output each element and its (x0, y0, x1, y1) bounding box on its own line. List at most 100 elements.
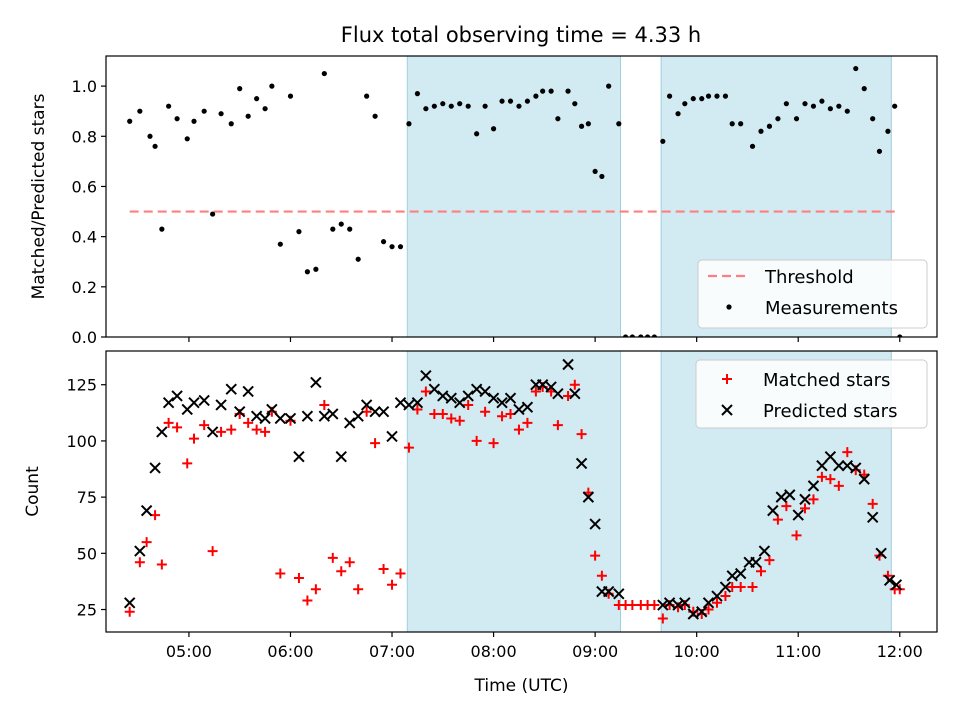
measurement-point (218, 111, 224, 117)
measurement-point (585, 121, 591, 127)
predicted-star-point (883, 574, 896, 587)
predicted-star-point (513, 403, 525, 416)
measurement-point (440, 101, 446, 107)
measurement-point (516, 103, 522, 109)
matched-star-point (799, 503, 810, 514)
measurement-point (277, 241, 283, 247)
matched-star-point (395, 568, 406, 579)
matched-star-point (497, 411, 508, 422)
matched-star-point (344, 557, 355, 568)
predicted-star-point (792, 509, 804, 521)
measurement-point (766, 123, 773, 129)
matched-star-point (182, 458, 193, 469)
matched-star-point (816, 471, 827, 482)
matched-star-point (336, 566, 347, 577)
matched-star-point (808, 494, 819, 505)
legend-matched-swatch (722, 374, 732, 384)
matched-star-point (124, 606, 135, 617)
predicted-star-point (696, 606, 708, 618)
matched-star-point (172, 422, 183, 433)
measurement-point (885, 128, 891, 134)
measurement-point (876, 148, 883, 154)
matched-star-point (226, 424, 237, 435)
measurement-point (287, 93, 294, 99)
matched-star-point (764, 555, 775, 566)
matched-star-point (141, 537, 152, 548)
predicted-star-point (841, 459, 854, 472)
matched-star-point (772, 514, 783, 525)
y-tick-label: 25 (77, 601, 97, 620)
matched-star-point (260, 426, 271, 437)
measurement-point (210, 211, 216, 217)
matched-star-point (207, 546, 218, 557)
measurement-point (592, 168, 598, 175)
predicted-star-point (521, 401, 534, 413)
y-axis-label: Matched/Predicted stars (29, 93, 49, 299)
predicted-star-point (454, 396, 466, 409)
measurement-point (159, 226, 165, 232)
measurement-point (783, 101, 789, 107)
matched-star-point (134, 557, 145, 568)
measurement-point (616, 121, 622, 127)
matched-star-point (454, 415, 465, 426)
measurement-point (629, 334, 635, 337)
measurement-point (802, 101, 808, 107)
predicted-star-point (824, 450, 837, 463)
measurement-point (499, 98, 505, 104)
matched-star-point (370, 438, 381, 449)
matched-star-point (627, 600, 638, 611)
y-tick-label: 0.8 (72, 127, 97, 146)
measurement-point (660, 138, 666, 144)
measurement-point (127, 118, 133, 124)
measurement-point (380, 239, 387, 245)
predicted-star-point (225, 383, 237, 395)
x-tick-label: 08:00 (471, 642, 517, 661)
matched-star-point (420, 386, 431, 397)
x-tick-label: 09:00 (572, 642, 618, 661)
measurement-point (147, 133, 153, 139)
predicted-star-point (386, 430, 398, 443)
x-tick-label: 10:00 (674, 642, 720, 661)
matched-star-point (275, 568, 286, 579)
predicted-star-point (672, 599, 684, 611)
y-tick-label: 0.6 (72, 177, 97, 196)
measurement-point (423, 106, 429, 112)
predicted-star-point (775, 491, 788, 503)
matched-star-point (387, 579, 398, 590)
legend-box (695, 359, 928, 429)
measurement-point (666, 93, 673, 99)
matched-star-point (720, 591, 731, 602)
y-tick-label: 100 (66, 432, 97, 451)
predicted-star-point (162, 396, 175, 409)
measurement-point (555, 116, 561, 122)
measurement-point (819, 98, 825, 104)
measurement-point (729, 121, 735, 127)
matched-star-point (727, 582, 738, 593)
measurement-point (166, 103, 172, 109)
matched-star-point (590, 550, 601, 561)
matched-star-point (781, 501, 792, 512)
measurement-point (201, 108, 207, 114)
x-tick-label: 06:00 (267, 642, 313, 661)
measurement-point (870, 116, 876, 122)
predicted-star-point (496, 396, 508, 409)
predicted-star-point (807, 480, 820, 492)
predicted-star-point (369, 405, 381, 418)
predicted-star-point (411, 396, 424, 409)
measurement-point (507, 98, 514, 104)
measurement-point (269, 83, 275, 89)
predicted-star-point (734, 567, 747, 580)
matched-star-point (480, 406, 491, 417)
predicted-star-point (582, 491, 595, 503)
predicted-star-point (816, 459, 828, 472)
measurement-point (406, 121, 412, 127)
y-tick-label: 125 (66, 376, 97, 395)
predicted-star-point (206, 426, 219, 438)
measurement-point (448, 103, 454, 109)
predicted-star-point (428, 383, 441, 395)
legend: Matched stars Predicted stars (695, 359, 928, 429)
matched-star-point (199, 420, 210, 431)
predicted-star-point (171, 390, 183, 402)
measurement-point (524, 98, 531, 104)
